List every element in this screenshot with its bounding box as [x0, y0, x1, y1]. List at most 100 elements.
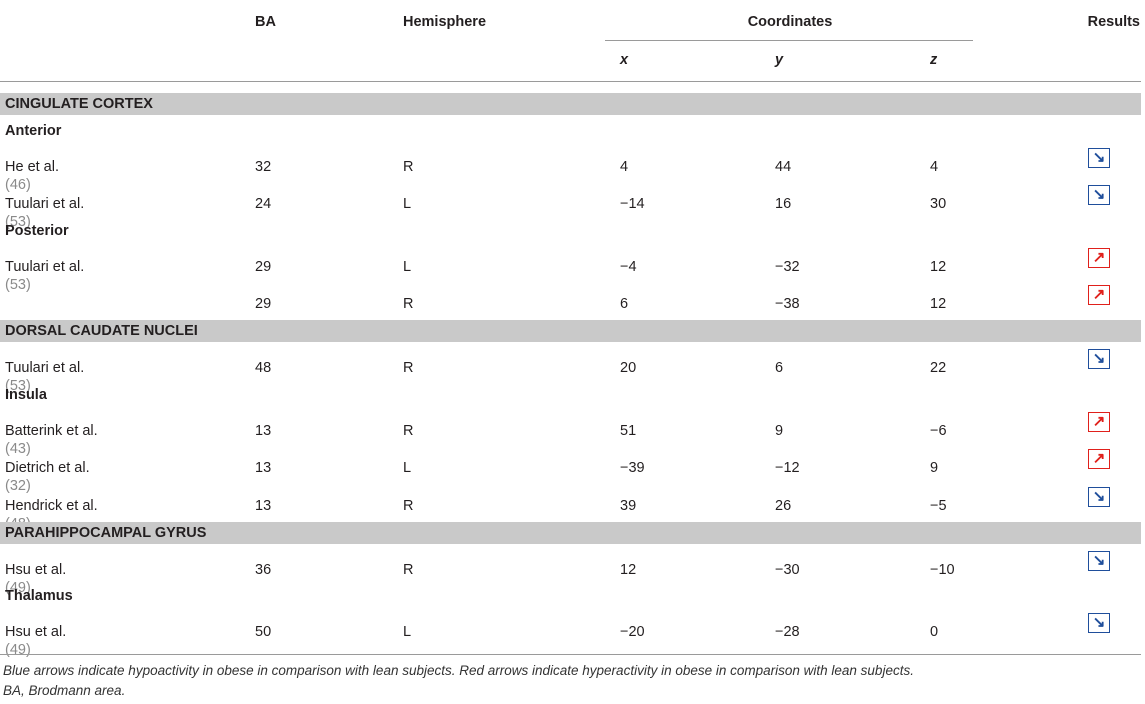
cell-ba: 48 [255, 360, 272, 377]
cell-x: 20 [620, 360, 637, 377]
section-title: DORSAL CAUDATE NUCLEI [5, 323, 198, 340]
cell-hemisphere: R [403, 360, 414, 377]
bottom-rule [0, 654, 1141, 656]
cell-ba: 50 [255, 624, 272, 641]
cell-x: 6 [620, 296, 629, 313]
cell-ba: 36 [255, 561, 272, 578]
cell-y: −28 [775, 624, 800, 641]
study-author: Hendrick et al. [5, 497, 98, 514]
cell-z: −6 [930, 422, 947, 439]
subsection-title: Thalamus [5, 588, 73, 605]
study-author: Batterink et al. [5, 422, 98, 439]
study-author: Hsu et al. [5, 624, 67, 641]
study-ref: (53) [5, 214, 31, 231]
cell-ba: 29 [255, 258, 272, 275]
study-ref: (49) [5, 642, 31, 659]
cell-x: −14 [620, 196, 645, 213]
result-arrow: ↗ [1088, 449, 1110, 470]
subsection-title: Anterior [5, 123, 62, 139]
result-arrow: ↗ [1088, 247, 1110, 268]
cell-hemisphere: R [403, 497, 414, 514]
study-author: Hsu et al. [5, 561, 67, 578]
result-arrow: ↘ [1088, 486, 1110, 507]
subsection-title: Insula [5, 386, 47, 403]
cell-z: −5 [930, 497, 947, 514]
result-arrow: ↗ [1088, 411, 1110, 432]
cell-ba: 24 [255, 196, 272, 213]
cell-z: −10 [930, 561, 955, 578]
section-band [0, 521, 1141, 544]
cell-z: 12 [930, 296, 947, 313]
cell-hemisphere: R [403, 422, 414, 439]
study-author: Dietrich et al. [5, 460, 90, 477]
cell-z: 9 [930, 460, 939, 477]
subsection-title: Posterior [5, 222, 69, 239]
study: Tuulari et al. (53) [5, 195, 84, 231]
section-band [0, 93, 1141, 115]
section-title: CINGULATE CORTEX [5, 96, 153, 112]
cell-hemisphere: L [403, 258, 412, 275]
cell-ba: 13 [255, 422, 272, 439]
cell-ba: 13 [255, 460, 272, 477]
cell-y: −12 [775, 460, 800, 477]
study-author: Tuulari et al. [5, 258, 85, 275]
cell-hemisphere: L [403, 624, 412, 641]
cell-z: 0 [930, 624, 939, 641]
study-ref: (46) [5, 177, 31, 193]
result-arrow: ↘ [1088, 185, 1110, 206]
cell-x: 51 [620, 422, 637, 439]
cell-z: 30 [930, 196, 947, 213]
cell-hemisphere: R [403, 159, 414, 175]
cell-x: −4 [620, 258, 637, 275]
cell-x: 4 [620, 159, 629, 175]
header-x: x [620, 52, 629, 68]
study-author: Tuulari et al. [5, 196, 85, 213]
header-results: Results [1087, 14, 1140, 30]
header-coordinates: Coordinates [747, 14, 833, 30]
cell-x: 39 [620, 497, 637, 514]
study: Tuulari et al. (53) [5, 258, 84, 294]
cell-y: 44 [775, 159, 792, 175]
result-arrow: ↘ [1088, 550, 1110, 571]
study-author: He et al. [5, 159, 59, 175]
result-arrow: ↗ [1088, 285, 1110, 306]
cell-ba: 13 [255, 497, 272, 514]
cell-y: 6 [775, 360, 784, 377]
footnote: Blue arrows indicate hypoactivity in obe… [3, 663, 914, 679]
study: Batterink et al. (43) [5, 422, 98, 458]
section-band [0, 320, 1141, 343]
cell-z: 4 [930, 159, 939, 175]
cell-ba: 29 [255, 296, 272, 313]
study-ref: (49) [5, 579, 31, 596]
study-author: Tuulari et al. [5, 360, 85, 377]
study-ref: (43) [5, 440, 31, 457]
cell-y: −32 [775, 258, 800, 275]
section-title: PARAHIPPOCAMPAL GYRUS [5, 524, 207, 541]
result-arrow: ↘ [1088, 148, 1110, 168]
footnote: BA, Brodmann area. [3, 683, 126, 699]
study: He et al. (46) [5, 158, 59, 194]
study-ref: (53) [5, 378, 31, 395]
study-ref: (32) [5, 478, 31, 495]
coord-rule [605, 40, 973, 41]
cell-x: −20 [620, 624, 645, 641]
cell-hemisphere: R [403, 296, 414, 313]
header-z: z [930, 52, 938, 68]
cell-ba: 32 [255, 159, 272, 175]
cell-y: 26 [775, 497, 792, 514]
study-ref: (53) [5, 276, 31, 293]
header-rule [0, 81, 1141, 82]
header-y: y [775, 52, 784, 68]
result-arrow: ↘ [1088, 349, 1110, 370]
cell-x: −39 [620, 460, 645, 477]
header-ba: BA [255, 14, 276, 30]
study: Tuulari et al. (53) [5, 359, 84, 395]
cell-z: 12 [930, 258, 947, 275]
header-hemisphere: Hemisphere [403, 14, 487, 30]
result-arrow: ↘ [1088, 613, 1110, 634]
cell-z: 22 [930, 360, 947, 377]
cell-x: 12 [620, 561, 637, 578]
cell-hemisphere: R [403, 561, 414, 578]
cell-y: 16 [775, 196, 792, 213]
